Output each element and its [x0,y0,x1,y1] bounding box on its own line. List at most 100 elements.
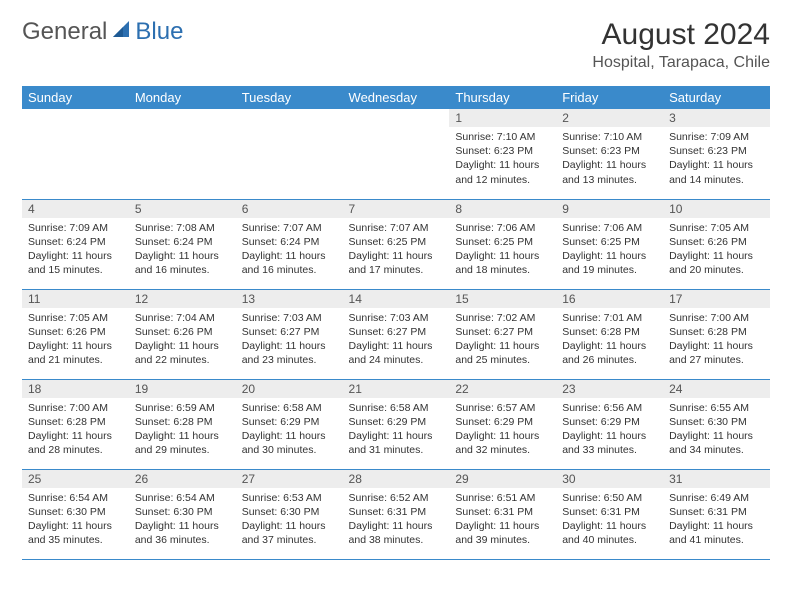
daylight-text: Daylight: 11 hours and 25 minutes. [455,339,550,367]
sunset-text: Sunset: 6:24 PM [242,235,337,249]
day-number: 12 [129,290,236,308]
day-body: Sunrise: 7:09 AMSunset: 6:23 PMDaylight:… [663,127,770,191]
sunset-text: Sunset: 6:26 PM [669,235,764,249]
day-number: 6 [236,200,343,218]
sunrise-text: Sunrise: 7:07 AM [242,221,337,235]
sunset-text: Sunset: 6:31 PM [562,505,657,519]
day-number: 27 [236,470,343,488]
sunrise-text: Sunrise: 7:06 AM [455,221,550,235]
calendar-cell: 25Sunrise: 6:54 AMSunset: 6:30 PMDayligh… [22,469,129,559]
daylight-text: Daylight: 11 hours and 18 minutes. [455,249,550,277]
sunrise-text: Sunrise: 6:52 AM [349,491,444,505]
sunrise-text: Sunrise: 6:58 AM [242,401,337,415]
sunrise-text: Sunrise: 6:56 AM [562,401,657,415]
calendar-cell: 9Sunrise: 7:06 AMSunset: 6:25 PMDaylight… [556,199,663,289]
day-body: Sunrise: 6:54 AMSunset: 6:30 PMDaylight:… [22,488,129,552]
day-body: Sunrise: 6:58 AMSunset: 6:29 PMDaylight:… [236,398,343,462]
daylight-text: Daylight: 11 hours and 16 minutes. [135,249,230,277]
calendar-cell [236,109,343,199]
day-body: Sunrise: 6:59 AMSunset: 6:28 PMDaylight:… [129,398,236,462]
calendar-cell: 6Sunrise: 7:07 AMSunset: 6:24 PMDaylight… [236,199,343,289]
day-body: Sunrise: 6:57 AMSunset: 6:29 PMDaylight:… [449,398,556,462]
sunrise-text: Sunrise: 6:55 AM [669,401,764,415]
calendar-cell: 21Sunrise: 6:58 AMSunset: 6:29 PMDayligh… [343,379,450,469]
sunrise-text: Sunrise: 7:08 AM [135,221,230,235]
logo-text-blue: Blue [135,18,183,46]
daylight-text: Daylight: 11 hours and 31 minutes. [349,429,444,457]
calendar-cell: 13Sunrise: 7:03 AMSunset: 6:27 PMDayligh… [236,289,343,379]
day-body: Sunrise: 7:10 AMSunset: 6:23 PMDaylight:… [556,127,663,191]
daylight-text: Daylight: 11 hours and 35 minutes. [28,519,123,547]
sunset-text: Sunset: 6:23 PM [455,144,550,158]
sunset-text: Sunset: 6:27 PM [242,325,337,339]
sunset-text: Sunset: 6:29 PM [455,415,550,429]
calendar-cell: 7Sunrise: 7:07 AMSunset: 6:25 PMDaylight… [343,199,450,289]
header: General Blue August 2024 Hospital, Tarap… [22,18,770,72]
daylight-text: Daylight: 11 hours and 30 minutes. [242,429,337,457]
calendar-week-row: 4Sunrise: 7:09 AMSunset: 6:24 PMDaylight… [22,199,770,289]
day-number: 22 [449,380,556,398]
calendar-cell: 26Sunrise: 6:54 AMSunset: 6:30 PMDayligh… [129,469,236,559]
day-body: Sunrise: 6:53 AMSunset: 6:30 PMDaylight:… [236,488,343,552]
sunset-text: Sunset: 6:29 PM [242,415,337,429]
daylight-text: Daylight: 11 hours and 14 minutes. [669,158,764,186]
day-number: 28 [343,470,450,488]
calendar-cell: 12Sunrise: 7:04 AMSunset: 6:26 PMDayligh… [129,289,236,379]
day-number: 29 [449,470,556,488]
day-body: Sunrise: 7:06 AMSunset: 6:25 PMDaylight:… [449,218,556,282]
weekday-header: Wednesday [343,86,450,109]
day-number: 8 [449,200,556,218]
sunset-text: Sunset: 6:30 PM [669,415,764,429]
day-number: 14 [343,290,450,308]
sunrise-text: Sunrise: 6:49 AM [669,491,764,505]
day-body: Sunrise: 6:55 AMSunset: 6:30 PMDaylight:… [663,398,770,462]
day-number: 20 [236,380,343,398]
daylight-text: Daylight: 11 hours and 41 minutes. [669,519,764,547]
sunrise-text: Sunrise: 7:02 AM [455,311,550,325]
sunset-text: Sunset: 6:23 PM [669,144,764,158]
sunrise-text: Sunrise: 7:05 AM [669,221,764,235]
day-body: Sunrise: 6:56 AMSunset: 6:29 PMDaylight:… [556,398,663,462]
daylight-text: Daylight: 11 hours and 20 minutes. [669,249,764,277]
calendar-cell: 20Sunrise: 6:58 AMSunset: 6:29 PMDayligh… [236,379,343,469]
sunset-text: Sunset: 6:27 PM [349,325,444,339]
daylight-text: Daylight: 11 hours and 28 minutes. [28,429,123,457]
weekday-header: Thursday [449,86,556,109]
logo-text-general: General [22,18,107,46]
daylight-text: Daylight: 11 hours and 34 minutes. [669,429,764,457]
day-number: 15 [449,290,556,308]
calendar-cell: 19Sunrise: 6:59 AMSunset: 6:28 PMDayligh… [129,379,236,469]
calendar-cell: 31Sunrise: 6:49 AMSunset: 6:31 PMDayligh… [663,469,770,559]
day-number: 1 [449,109,556,127]
sunset-text: Sunset: 6:24 PM [135,235,230,249]
logo-sail-icon [111,19,133,46]
day-number: 2 [556,109,663,127]
day-body: Sunrise: 7:09 AMSunset: 6:24 PMDaylight:… [22,218,129,282]
daylight-text: Daylight: 11 hours and 12 minutes. [455,158,550,186]
daylight-text: Daylight: 11 hours and 33 minutes. [562,429,657,457]
sunset-text: Sunset: 6:26 PM [135,325,230,339]
sunset-text: Sunset: 6:29 PM [562,415,657,429]
daylight-text: Daylight: 11 hours and 24 minutes. [349,339,444,367]
daylight-text: Daylight: 11 hours and 36 minutes. [135,519,230,547]
day-body: Sunrise: 6:52 AMSunset: 6:31 PMDaylight:… [343,488,450,552]
calendar-cell: 27Sunrise: 6:53 AMSunset: 6:30 PMDayligh… [236,469,343,559]
calendar-cell: 23Sunrise: 6:56 AMSunset: 6:29 PMDayligh… [556,379,663,469]
day-body: Sunrise: 7:00 AMSunset: 6:28 PMDaylight:… [22,398,129,462]
day-number: 7 [343,200,450,218]
daylight-text: Daylight: 11 hours and 27 minutes. [669,339,764,367]
weekday-header: Sunday [22,86,129,109]
calendar-table: SundayMondayTuesdayWednesdayThursdayFrid… [22,86,770,560]
weekday-header: Saturday [663,86,770,109]
sunset-text: Sunset: 6:24 PM [28,235,123,249]
location-text: Hospital, Tarapaca, Chile [592,54,770,72]
day-number: 10 [663,200,770,218]
sunrise-text: Sunrise: 6:50 AM [562,491,657,505]
sunrise-text: Sunrise: 7:05 AM [28,311,123,325]
day-body: Sunrise: 6:54 AMSunset: 6:30 PMDaylight:… [129,488,236,552]
day-body: Sunrise: 7:07 AMSunset: 6:25 PMDaylight:… [343,218,450,282]
day-body: Sunrise: 7:08 AMSunset: 6:24 PMDaylight:… [129,218,236,282]
day-body: Sunrise: 7:01 AMSunset: 6:28 PMDaylight:… [556,308,663,372]
calendar-cell: 5Sunrise: 7:08 AMSunset: 6:24 PMDaylight… [129,199,236,289]
day-body: Sunrise: 7:05 AMSunset: 6:26 PMDaylight:… [663,218,770,282]
